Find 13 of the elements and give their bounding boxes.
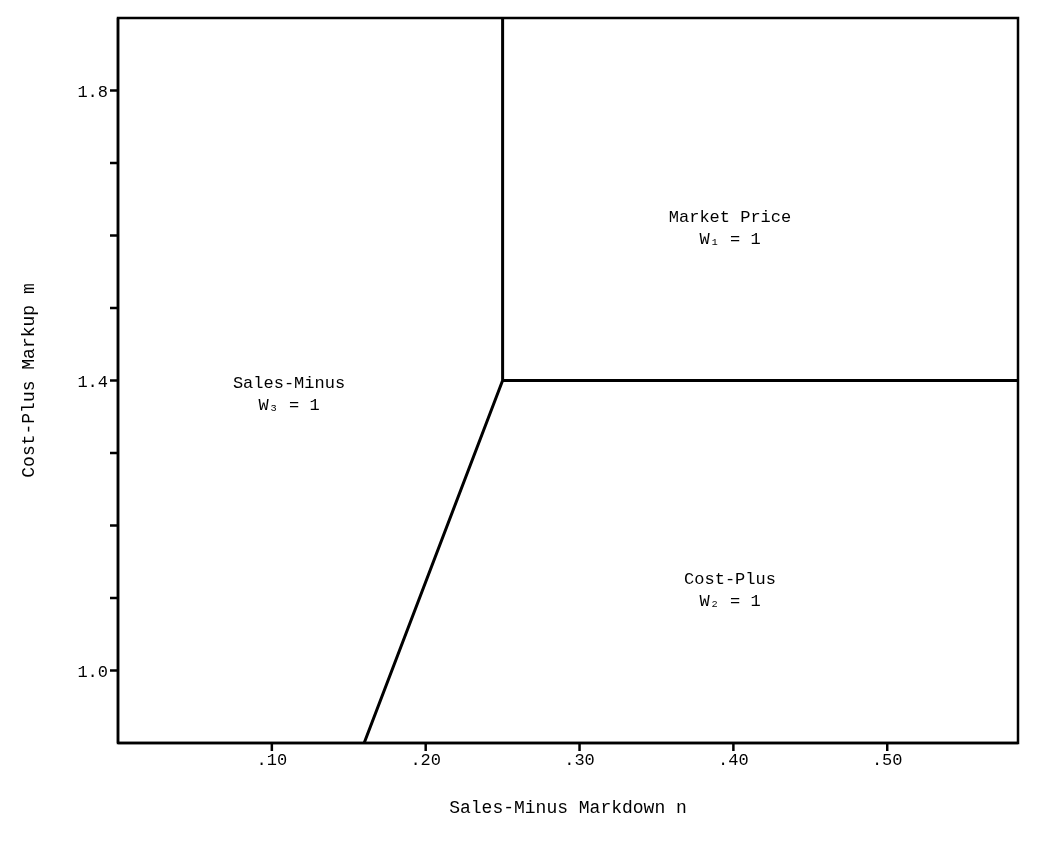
annotation: Cost-Plus W₂ = 1 [683,569,777,613]
y-tick-label: 1.4 [77,372,108,392]
x-tick-label: .40 [718,751,749,771]
y-tick-label: 1.0 [77,662,108,682]
annotation: Market Price W₁ = 1 [667,206,793,251]
x-tick-label: .30 [564,751,595,771]
annotation: Sales-Minus W₃ = 1 [231,373,347,418]
x-tick-label: .20 [410,751,441,771]
y-axis-title: Cost-Plus Markup m [19,283,40,478]
x-tick-label: .50 [871,751,903,771]
y-tick-label: 1.8 [77,82,108,102]
x-axis-title: Sales-Minus Markdown n [449,798,687,818]
x-tick-label: .10 [256,751,288,771]
